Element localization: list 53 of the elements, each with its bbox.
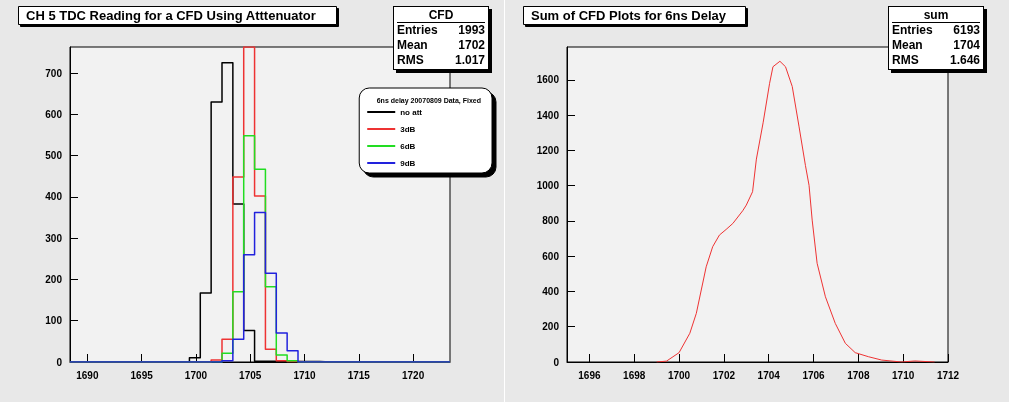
y-tick-label: 800: [542, 215, 560, 227]
x-tick-label: 1710: [892, 369, 915, 381]
legend-label: 6dB: [400, 141, 416, 151]
text: 1704: [953, 38, 980, 53]
annotation: Mean: [397, 38, 428, 53]
x-tick-label: 1720: [401, 369, 425, 381]
y-tick-label: 700: [45, 67, 63, 79]
x-tick-label: 1712: [936, 369, 960, 381]
x-tick-label: 1710: [293, 369, 317, 381]
x-tick-label: 1696: [578, 369, 601, 381]
text: 1.646: [949, 53, 980, 68]
y-tick-label: 400: [45, 191, 63, 203]
text: 1702: [458, 38, 485, 53]
text: CFD: [397, 8, 485, 23]
text: sum: [892, 8, 980, 23]
legend-label: no att: [400, 107, 423, 117]
text: 1.017: [454, 53, 485, 68]
x-tick-label: 1702: [712, 369, 736, 381]
y-tick-label: 1200: [536, 144, 560, 156]
y-tick-label: 600: [542, 250, 560, 262]
x-tick-label: 1705: [239, 369, 262, 381]
annotation: RMS: [397, 53, 424, 68]
x-tick-label: 1706: [802, 369, 826, 381]
y-tick-label: 0: [56, 356, 63, 368]
y-tick-label: 1600: [536, 74, 560, 86]
text: 1993: [458, 23, 485, 38]
x-tick-label: 1698: [623, 369, 646, 381]
y-tick-label: 300: [45, 232, 63, 244]
chart-title: Sum of CFD Plots for 6ns Delay: [531, 8, 727, 23]
y-tick-label: 500: [45, 150, 63, 162]
x-tick-label: 1708: [847, 369, 870, 381]
text: Entries: [892, 23, 933, 38]
legend-label: 9dB: [400, 158, 416, 168]
y-tick-label: 100: [45, 315, 63, 327]
y-tick-label: 0: [553, 356, 560, 368]
y-tick-label: 200: [45, 273, 63, 285]
x-tick-label: 1690: [76, 369, 99, 381]
legend-label: 3dB: [400, 124, 416, 134]
y-tick-label: 600: [45, 108, 63, 120]
x-tick-label: 1715: [347, 369, 371, 381]
x-tick-label: 1700: [184, 369, 208, 381]
annotation: RMS: [892, 53, 919, 68]
y-tick-label: 200: [542, 321, 560, 333]
y-tick-label: 1400: [536, 109, 560, 121]
y-tick-label: 400: [542, 285, 560, 297]
annotation: Mean: [892, 38, 923, 53]
chart-title: CH 5 TDC Reading for a CFD Using Atttenuator: [26, 8, 316, 23]
text: 6193: [953, 23, 980, 38]
x-tick-label: 1704: [757, 369, 781, 381]
x-tick-label: 1700: [667, 369, 691, 381]
x-tick-label: 1695: [130, 369, 154, 381]
text: Entries: [397, 23, 438, 38]
y-tick-label: 1000: [536, 180, 560, 192]
